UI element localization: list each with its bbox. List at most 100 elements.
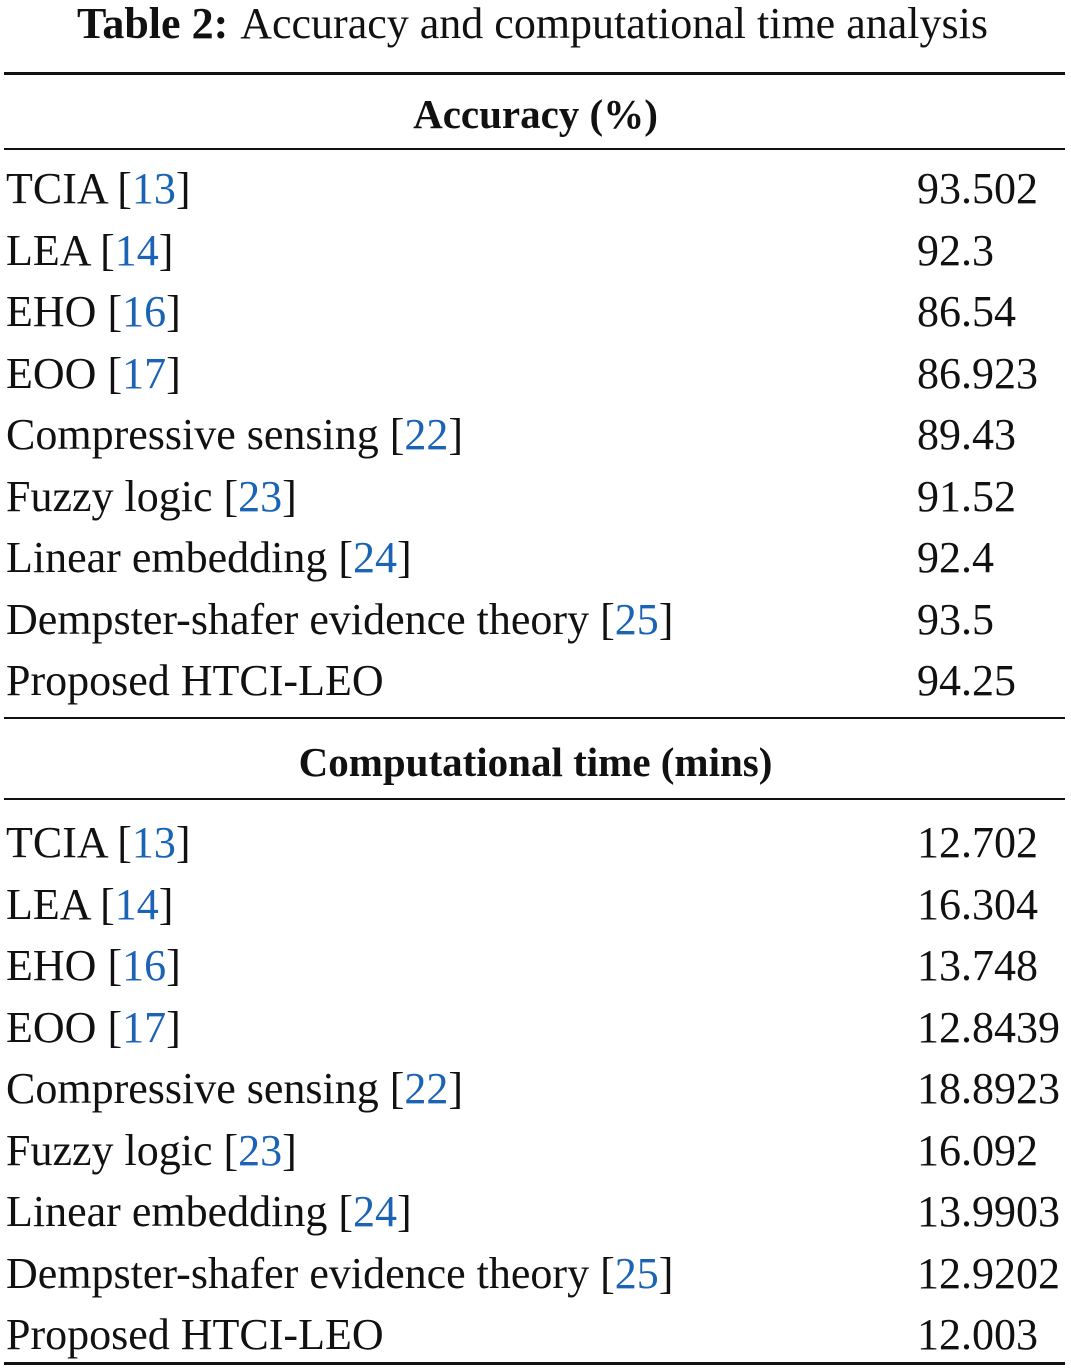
method-cell: Proposed HTCI-LEO <box>6 1304 384 1366</box>
method-name: Compressive sensing <box>6 1064 379 1113</box>
citation-open-bracket: [ <box>589 594 615 644</box>
value-cell: 16.092 <box>917 1125 1038 1175</box>
citation-close-bracket: ] <box>175 818 191 867</box>
citation-open-bracket: [ <box>327 533 353 582</box>
method-cell: Linear embedding [24] <box>6 527 412 589</box>
citation-open-bracket: [ <box>89 225 115 275</box>
table-row: Linear embedding [24] 92.4 <box>0 527 1071 589</box>
citation-close-bracket: ] <box>166 1002 181 1052</box>
table-caption-label: Table 2: <box>77 0 229 48</box>
method-name: Dempster-shafer evidence theory <box>6 1248 590 1298</box>
citation-open-bracket: [ <box>96 287 123 336</box>
method-cell: LEA [14] <box>6 874 173 936</box>
citation-link[interactable]: 13 <box>131 818 176 867</box>
method-name: EOO <box>6 1002 97 1052</box>
table-row: Fuzzy logic [23] 16.092 <box>0 1120 1071 1182</box>
method-cell: Compressive sensing [22] <box>6 1058 463 1120</box>
value-cell: 93.502 <box>917 164 1038 213</box>
table-row: TCIA [13] 93.502 <box>0 158 1071 220</box>
citation-open-bracket: [ <box>106 164 132 213</box>
citation-link[interactable]: 24 <box>352 533 397 582</box>
citation-open-bracket: [ <box>106 818 132 867</box>
citation-link[interactable]: 22 <box>404 410 449 459</box>
section-divider-rule <box>4 717 1065 719</box>
bottom-rule <box>4 1362 1065 1365</box>
citation-link[interactable]: 16 <box>122 941 167 990</box>
citation-link[interactable]: 25 <box>614 1248 659 1298</box>
method-name: LEA <box>6 225 90 275</box>
table-caption: Table 2: Accuracy and computational time … <box>0 0 1065 48</box>
table-row: Proposed HTCI-LEO 12.003 <box>0 1304 1071 1366</box>
accuracy-rows: TCIA [13] 93.502 LEA [14] 92.3 EHO [16] 86.54… <box>0 158 1071 712</box>
citation-link[interactable]: 16 <box>122 287 167 336</box>
value-cell: 86.923 <box>917 348 1038 398</box>
computational-time-rows: TCIA [13] 12.702 LEA [14] 16.304 EHO [16] 13.… <box>0 812 1071 1366</box>
method-name: TCIA <box>6 164 107 213</box>
citation-close-bracket: ] <box>282 471 297 521</box>
table-row: LEA [14] 92.3 <box>0 220 1071 282</box>
citation-close-bracket: ] <box>166 348 181 398</box>
table-caption-text: Accuracy and computational time analysis <box>240 0 988 48</box>
section-heading-accuracy: Accuracy (%) <box>413 91 658 137</box>
citation-close-bracket: ] <box>448 410 464 459</box>
value-cell: 86.54 <box>917 287 1016 336</box>
table-row: Fuzzy logic [23] 91.52 <box>0 466 1071 528</box>
value-cell: 16.304 <box>917 879 1038 929</box>
table-row: Proposed HTCI-LEO 94.25 <box>0 650 1071 712</box>
citation-open-bracket: [ <box>96 941 123 990</box>
citation-close-bracket: ] <box>282 1125 297 1175</box>
method-cell: Proposed HTCI-LEO <box>6 650 384 712</box>
citation-close-bracket: ] <box>396 533 412 582</box>
method-cell: LEA [14] <box>6 220 173 282</box>
accuracy-header-rule <box>4 148 1065 150</box>
method-cell: EHO [16] <box>6 281 181 343</box>
citation-link[interactable]: 22 <box>404 1064 449 1113</box>
citation-link[interactable]: 24 <box>352 1187 397 1236</box>
citation-open-bracket: [ <box>212 471 239 521</box>
method-name: Proposed HTCI-LEO <box>6 656 384 705</box>
value-cell: 93.5 <box>917 594 994 644</box>
citation-open-bracket: [ <box>96 1002 123 1052</box>
citation-close-bracket: ] <box>158 225 174 275</box>
citation-open-bracket: [ <box>327 1187 353 1236</box>
table-row: Compressive sensing [22] 89.43 <box>0 404 1071 466</box>
citation-link[interactable]: 14 <box>114 225 159 275</box>
method-cell: Linear embedding [24] <box>6 1181 412 1243</box>
citation-close-bracket: ] <box>158 879 174 929</box>
method-cell: EOO [17] <box>6 997 181 1059</box>
method-name: LEA <box>6 879 90 929</box>
citation-close-bracket: ] <box>396 1187 412 1236</box>
method-name: EHO <box>6 287 97 336</box>
method-cell: Dempster-shafer evidence theory [25] <box>6 1243 673 1305</box>
citation-link[interactable]: 13 <box>131 164 176 213</box>
method-cell: Fuzzy logic [23] <box>6 1120 297 1182</box>
citation-link[interactable]: 23 <box>238 1125 283 1175</box>
citation-link[interactable]: 17 <box>122 1002 167 1052</box>
citation-close-bracket: ] <box>448 1064 464 1113</box>
citation-link[interactable]: 17 <box>122 348 167 398</box>
method-cell: Compressive sensing [22] <box>6 404 463 466</box>
table-row: EOO [17] 12.8439 <box>0 997 1071 1059</box>
table-row: EOO [17] 86.923 <box>0 343 1071 405</box>
citation-link[interactable]: 14 <box>114 879 159 929</box>
table-row: TCIA [13] 12.702 <box>0 812 1071 874</box>
table-row: Linear embedding [24] 13.9903 <box>0 1181 1071 1243</box>
value-cell: 89.43 <box>917 410 1016 459</box>
value-cell: 12.702 <box>917 818 1038 867</box>
value-cell: 91.52 <box>917 471 1016 521</box>
table-row: Compressive sensing [22] 18.8923 <box>0 1058 1071 1120</box>
method-cell: Dempster-shafer evidence theory [25] <box>6 589 673 651</box>
value-cell: 18.8923 <box>917 1064 1060 1113</box>
citation-link[interactable]: 25 <box>614 594 659 644</box>
table-row: EHO [16] 86.54 <box>0 281 1071 343</box>
value-cell: 94.25 <box>917 656 1016 705</box>
citation-open-bracket: [ <box>89 879 115 929</box>
citation-link[interactable]: 23 <box>238 471 283 521</box>
method-name: Dempster-shafer evidence theory <box>6 594 590 644</box>
method-name: Linear embedding <box>6 1187 328 1236</box>
method-name: Fuzzy logic <box>6 471 213 521</box>
table-row: Dempster-shafer evidence theory [25] 93.5 <box>0 589 1071 651</box>
value-cell: 13.9903 <box>917 1187 1060 1236</box>
method-cell: Fuzzy logic [23] <box>6 466 297 528</box>
